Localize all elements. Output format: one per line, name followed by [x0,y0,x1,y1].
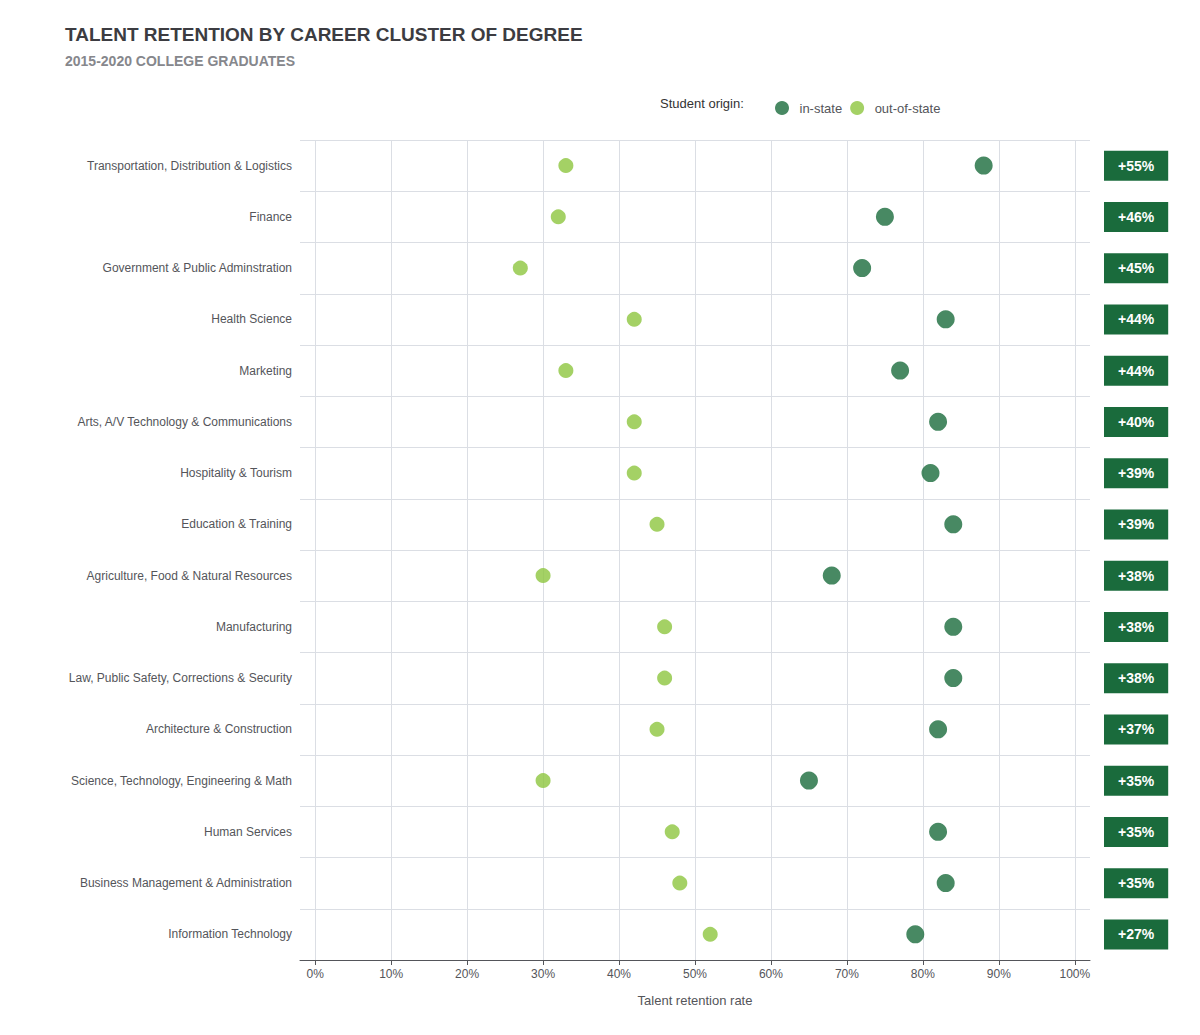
svg-text:+35%: +35% [1118,875,1155,891]
svg-text:+44%: +44% [1118,311,1155,327]
svg-text:+38%: +38% [1118,568,1155,584]
svg-text:100%: 100% [1059,967,1090,981]
svg-text:Hospitality & Tourism: Hospitality & Tourism [180,466,292,480]
svg-text:Science, Technology, Engineeri: Science, Technology, Engineering & Math [71,774,292,788]
svg-text:10%: 10% [379,967,403,981]
svg-text:+46%: +46% [1118,209,1155,225]
svg-text:+38%: +38% [1118,670,1155,686]
svg-text:+35%: +35% [1118,773,1155,789]
svg-text:50%: 50% [683,967,707,981]
svg-text:Government & Public Adminstrat: Government & Public Adminstration [103,261,292,275]
svg-text:Health Science: Health Science [211,312,292,326]
svg-text:+38%: +38% [1118,619,1155,635]
svg-text:Student origin:: Student origin: [660,96,744,111]
svg-text:+27%: +27% [1118,926,1155,942]
svg-text:Human Services: Human Services [204,825,292,839]
svg-text:Talent retention rate: Talent retention rate [638,993,753,1008]
svg-text:Architecture & Construction: Architecture & Construction [146,722,292,736]
svg-text:+44%: +44% [1118,363,1155,379]
svg-text:Education & Training: Education & Training [181,517,292,531]
svg-text:TALENT RETENTION BY CAREER CLU: TALENT RETENTION BY CAREER CLUSTER OF DE… [65,24,583,45]
svg-text:Transportation, Distribution &: Transportation, Distribution & Logistics [87,159,292,173]
svg-text:Business Management & Administ: Business Management & Administration [80,876,292,890]
svg-text:out-of-state: out-of-state [875,101,941,116]
svg-text:Marketing: Marketing [239,364,292,378]
svg-text:40%: 40% [607,967,631,981]
svg-text:Law, Public Safety, Correction: Law, Public Safety, Corrections & Securi… [69,671,292,685]
svg-text:Arts, A/V Technology & Communi: Arts, A/V Technology & Communications [77,415,292,429]
svg-text:0%: 0% [307,967,325,981]
svg-text:+45%: +45% [1118,260,1155,276]
svg-text:20%: 20% [455,967,479,981]
svg-text:80%: 80% [911,967,935,981]
svg-text:+55%: +55% [1118,158,1155,174]
svg-text:+40%: +40% [1118,414,1155,430]
svg-text:in-state: in-state [800,101,843,116]
svg-text:90%: 90% [987,967,1011,981]
svg-text:+39%: +39% [1118,516,1155,532]
svg-text:Manufacturing: Manufacturing [216,620,292,634]
svg-text:Agriculture, Food & Natural Re: Agriculture, Food & Natural Resources [87,569,292,583]
svg-text:+39%: +39% [1118,465,1155,481]
svg-text:2015-2020 COLLEGE GRADUATES: 2015-2020 COLLEGE GRADUATES [65,53,295,69]
svg-text:Information Technology: Information Technology [168,927,292,941]
svg-text:Finance: Finance [249,210,292,224]
svg-text:+35%: +35% [1118,824,1155,840]
svg-text:70%: 70% [835,967,859,981]
svg-text:60%: 60% [759,967,783,981]
svg-text:+37%: +37% [1118,721,1155,737]
svg-text:30%: 30% [531,967,555,981]
